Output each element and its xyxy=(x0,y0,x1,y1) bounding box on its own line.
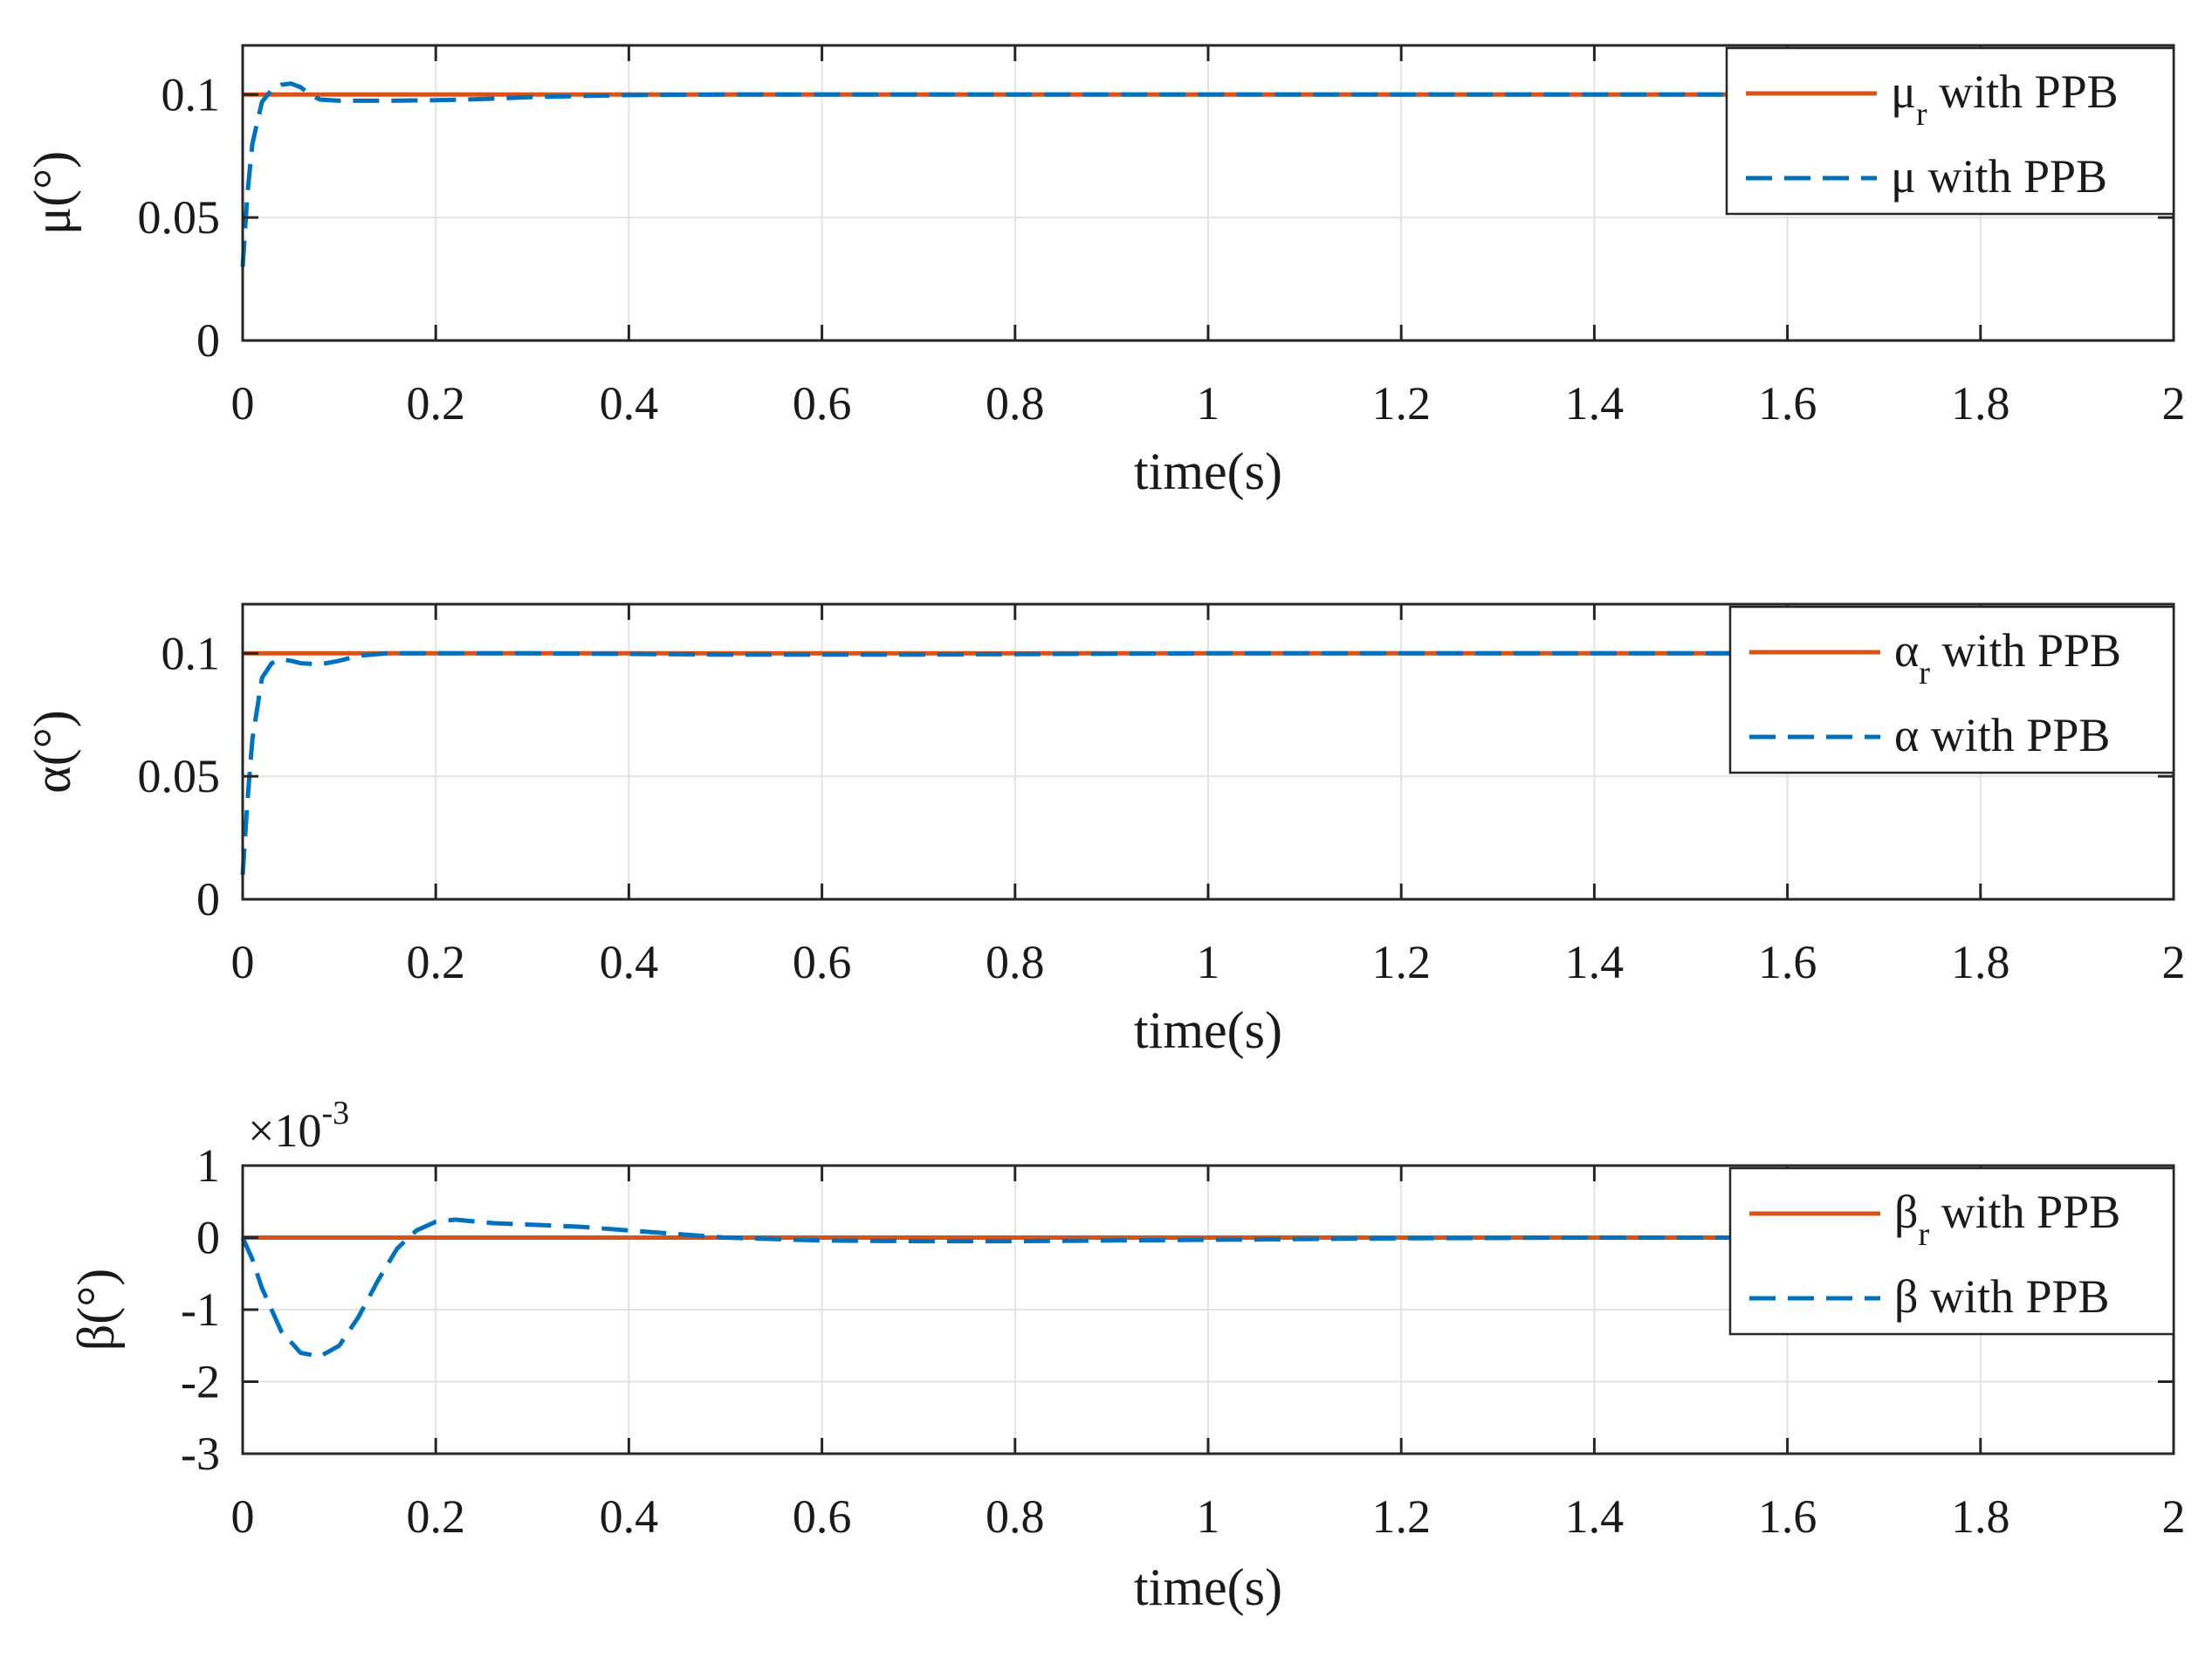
x-tick-label: 0 xyxy=(231,936,255,988)
x-tick-label: 0.6 xyxy=(793,377,852,430)
legend-label: α with PPB xyxy=(1894,709,2110,761)
x-axis-title: time(s) xyxy=(1134,1001,1282,1059)
x-tick-label: 0.2 xyxy=(406,1490,465,1543)
legend: βr with PPB β with PPB xyxy=(1728,1166,2175,1336)
x-tick-label: 0.2 xyxy=(406,936,465,988)
chart-panel-beta: 0 0.2 0.4 0.6 0.8 1 1.2 1.4 1.6 1.8 2 -3 -2 -1 0 1 time(… xyxy=(67,1095,2186,1616)
x-tick-label: 1.8 xyxy=(1951,936,2010,988)
x-tick-label: 1.4 xyxy=(1565,377,1625,430)
legend-label: μr with PPB xyxy=(1891,65,2119,133)
y-tick-label: 0.05 xyxy=(138,191,221,244)
x-tick-label: 0.8 xyxy=(986,1490,1045,1543)
x-tick-label: 1.4 xyxy=(1565,936,1625,988)
x-tick-label: 1 xyxy=(1197,936,1220,988)
y-axis-title: μ(°) xyxy=(24,151,81,235)
legend-label: β with PPB xyxy=(1894,1270,2110,1323)
x-tick-label: 0.4 xyxy=(600,936,659,988)
y-tick-label: 0 xyxy=(196,873,220,925)
x-tick-label: 1.8 xyxy=(1951,377,2010,430)
y-tick-label: -3 xyxy=(181,1428,220,1480)
x-tick-label: 2 xyxy=(2162,1490,2186,1543)
x-tick-label: 0.8 xyxy=(986,936,1045,988)
legend-box xyxy=(1728,1166,2175,1336)
x-tick-label: 0 xyxy=(231,377,255,430)
legend-label: μ with PPB xyxy=(1891,150,2107,203)
x-tick-label: 1 xyxy=(1197,377,1220,430)
legend-box xyxy=(1728,605,2175,774)
series-line-response xyxy=(240,81,2174,267)
legend-label: αr with PPB xyxy=(1894,624,2121,691)
y-tick-label: 0 xyxy=(196,314,220,367)
y-tick-label: 0.1 xyxy=(161,627,221,679)
x-tick-label: 0.8 xyxy=(986,377,1045,430)
x-tick-label: 1.6 xyxy=(1758,936,1817,988)
x-tick-label: 1.6 xyxy=(1758,1490,1817,1543)
x-tick-label: 0.4 xyxy=(600,377,659,430)
x-tick-label: 0.6 xyxy=(793,936,852,988)
legend-label: βr with PPB xyxy=(1894,1186,2120,1253)
chart-panel-mu: 0 0.2 0.4 0.6 0.8 1 1.2 1.4 1.6 1.8 2 0 0.05 0.1 time(… xyxy=(24,44,2186,500)
x-tick-label: 2 xyxy=(2162,936,2186,988)
y-tick-label: 0.1 xyxy=(161,68,221,120)
y-axis-exponent: ×10-3 xyxy=(248,1095,349,1157)
y-tick-label: 0 xyxy=(196,1212,220,1264)
y-tick-label: 1 xyxy=(196,1139,220,1192)
y-tick-label: -1 xyxy=(181,1283,220,1336)
chart-panel-alpha: 0 0.2 0.4 0.6 0.8 1 1.2 1.4 1.6 1.8 2 0 0.05 0.1 time(… xyxy=(24,602,2186,1059)
x-tick-label: 0.4 xyxy=(600,1490,659,1543)
y-axis-title: α(°) xyxy=(24,710,81,793)
y-tick-label: -2 xyxy=(181,1356,220,1408)
legend: αr with PPB α with PPB xyxy=(1728,605,2175,774)
x-tick-label: 1.2 xyxy=(1371,377,1431,430)
series-line-response xyxy=(240,1217,2174,1359)
x-axis-title: time(s) xyxy=(1134,443,1282,500)
legend-box xyxy=(1725,46,2175,216)
x-axis-title: time(s) xyxy=(1134,1558,1282,1616)
series-line-response xyxy=(240,650,2174,875)
x-tick-label: 2 xyxy=(2162,377,2186,430)
y-axis-title: β(°) xyxy=(67,1269,125,1351)
x-tick-label: 0.2 xyxy=(406,377,465,430)
legend: μr with PPB μ with PPB xyxy=(1725,46,2175,216)
x-tick-label: 1 xyxy=(1197,1490,1220,1543)
x-tick-label: 1.8 xyxy=(1951,1490,2010,1543)
x-tick-label: 0.6 xyxy=(793,1490,852,1543)
y-tick-label: 0.05 xyxy=(138,750,221,802)
x-tick-label: 1.4 xyxy=(1565,1490,1625,1543)
x-tick-label: 1.6 xyxy=(1758,377,1817,430)
x-tick-label: 0 xyxy=(231,1490,255,1543)
x-tick-label: 1.2 xyxy=(1371,1490,1431,1543)
x-tick-label: 1.2 xyxy=(1371,936,1431,988)
